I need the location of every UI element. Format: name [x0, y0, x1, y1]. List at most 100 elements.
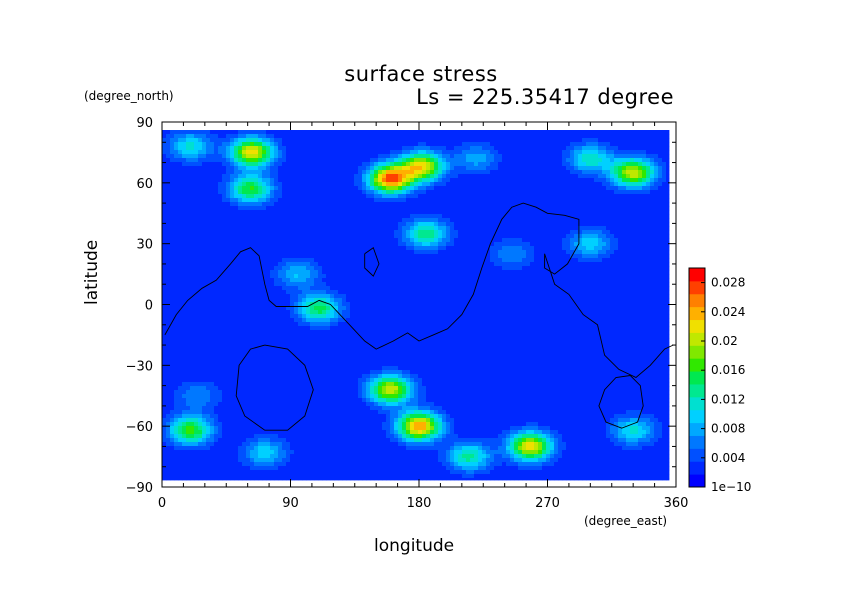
- heatmap-cell: [538, 146, 543, 151]
- heatmap-cell: [254, 162, 259, 167]
- heatmap-cell: [198, 134, 203, 139]
- heatmap-cell: [370, 162, 375, 167]
- heatmap-cell: [566, 150, 571, 155]
- heatmap-cell: [282, 170, 287, 175]
- heatmap-cell: [398, 218, 403, 223]
- heatmap-cell: [338, 162, 343, 167]
- heatmap-cell: [274, 226, 279, 231]
- heatmap-cell: [662, 278, 667, 283]
- heatmap-cell: [330, 150, 335, 155]
- heatmap-cell: [298, 254, 303, 259]
- heatmap-cell: [178, 230, 183, 235]
- heatmap-cell: [554, 250, 559, 255]
- heatmap-cell: [458, 138, 463, 143]
- heatmap-cell: [442, 170, 447, 175]
- heatmap-cell: [350, 182, 355, 187]
- heatmap-cell: [586, 218, 591, 223]
- heatmap-cell: [442, 234, 447, 239]
- heatmap-cell: [542, 202, 547, 207]
- heatmap-cell: [398, 242, 403, 247]
- heatmap-cell: [202, 254, 207, 259]
- heatmap-cell: [458, 202, 463, 207]
- heatmap-cell: [258, 138, 263, 143]
- heatmap-cell: [218, 138, 223, 143]
- heatmap-cell: [442, 230, 447, 235]
- heatmap-cell: [282, 198, 287, 203]
- heatmap-cell: [290, 182, 295, 187]
- heatmap-cell: [446, 266, 451, 271]
- heatmap-cell: [194, 206, 199, 211]
- heatmap-cell: [358, 146, 363, 151]
- heatmap-cell: [346, 150, 351, 155]
- heatmap-cell: [250, 134, 255, 139]
- heatmap-cell: [370, 218, 375, 223]
- heatmap-cell: [318, 138, 323, 143]
- heatmap-cell: [630, 250, 635, 255]
- heatmap-cell: [438, 198, 443, 203]
- heatmap-cell: [610, 186, 615, 191]
- heatmap-cell: [622, 174, 627, 179]
- heatmap-cell: [374, 162, 379, 167]
- heatmap-cell: [418, 174, 423, 179]
- heatmap-cell: [630, 146, 635, 151]
- heatmap-cell: [482, 222, 487, 227]
- heatmap-cell: [534, 254, 539, 259]
- heatmap-cell: [402, 250, 407, 255]
- heatmap-cell: [386, 194, 391, 199]
- heatmap-cell: [374, 242, 379, 247]
- heatmap-cell: [294, 270, 299, 275]
- heatmap-cell: [202, 150, 207, 155]
- heatmap-cell: [378, 238, 383, 243]
- heatmap-cell: [450, 234, 455, 239]
- heatmap-cell: [186, 274, 191, 279]
- heatmap-cell: [406, 202, 411, 207]
- heatmap-cell: [206, 274, 211, 279]
- heatmap-cell: [438, 218, 443, 223]
- heatmap-cell: [622, 130, 627, 135]
- heatmap-cell: [182, 238, 187, 243]
- heatmap-cell: [630, 222, 635, 227]
- heatmap-cell: [474, 222, 479, 227]
- heatmap-cell: [630, 154, 635, 159]
- heatmap-cell: [162, 182, 167, 187]
- heatmap-cell: [366, 282, 371, 287]
- heatmap-cell: [606, 270, 611, 275]
- heatmap-cell: [166, 226, 171, 231]
- heatmap-cell: [174, 222, 179, 227]
- heatmap-cell: [446, 170, 451, 175]
- heatmap-cell: [498, 146, 503, 151]
- heatmap-cell: [354, 194, 359, 199]
- heatmap-cell: [610, 258, 615, 263]
- heatmap-cell: [466, 210, 471, 215]
- heatmap-cell: [178, 282, 183, 287]
- heatmap-cell: [378, 258, 383, 263]
- heatmap-cell: [430, 138, 435, 143]
- heatmap-cell: [358, 130, 363, 135]
- heatmap-cell: [374, 134, 379, 139]
- heatmap-cell: [542, 230, 547, 235]
- heatmap-cell: [518, 174, 523, 179]
- heatmap-cell: [258, 242, 263, 247]
- heatmap-cell: [346, 170, 351, 175]
- heatmap-cell: [442, 218, 447, 223]
- heatmap-cell: [166, 202, 171, 207]
- heatmap-cell: [654, 278, 659, 283]
- heatmap-cell: [202, 286, 207, 291]
- heatmap-cell: [270, 134, 275, 139]
- heatmap-cell: [570, 246, 575, 251]
- heatmap-cell: [558, 158, 563, 163]
- heatmap-cell: [394, 198, 399, 203]
- heatmap-cell: [590, 186, 595, 191]
- heatmap-cell: [266, 278, 271, 283]
- heatmap-cell: [430, 274, 435, 279]
- heatmap-cell: [426, 206, 431, 211]
- heatmap-cell: [266, 226, 271, 231]
- heatmap-cell: [274, 166, 279, 171]
- heatmap-cell: [274, 146, 279, 151]
- heatmap-cell: [266, 258, 271, 263]
- heatmap-cell: [278, 138, 283, 143]
- heatmap-cell: [438, 150, 443, 155]
- heatmap-cell: [634, 246, 639, 251]
- heatmap-cell: [414, 278, 419, 283]
- heatmap-cell: [646, 210, 651, 215]
